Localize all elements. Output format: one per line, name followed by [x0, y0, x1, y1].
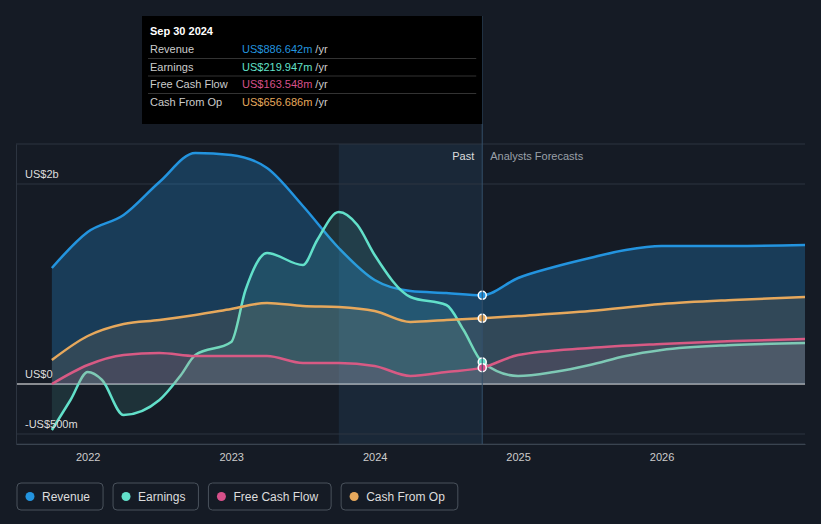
tooltip-separator [148, 58, 476, 59]
tooltip-value: US$656.686m/yr [242, 96, 328, 108]
legend-item[interactable]: Earnings [113, 483, 198, 510]
legend-box[interactable] [113, 483, 198, 510]
x-tick: 2023 [219, 444, 243, 463]
tooltip-box [142, 16, 482, 124]
legend-swatch [122, 492, 131, 501]
tooltip-value-text: US$163.548m [242, 78, 312, 90]
tooltip-value-text: US$656.686m [242, 96, 312, 108]
y-tick-label: -US$500m [25, 418, 78, 430]
legend-swatch [26, 492, 35, 501]
y-axis-line [16, 145, 17, 445]
tooltip-unit: /yr [315, 96, 328, 108]
grid-line [16, 184, 805, 185]
series-group [52, 153, 805, 430]
y-tick: US$2b [16, 168, 59, 184]
legend-label: Earnings [138, 490, 185, 504]
past-label: Past [452, 150, 474, 162]
legend-box[interactable] [17, 483, 103, 510]
y-axis: US$2b US$0 -US$500m [16, 145, 78, 445]
series-area [52, 212, 805, 430]
y-tick-label: US$0 [25, 368, 53, 380]
legend-item[interactable]: Free Cash Flow [208, 483, 331, 510]
legend-item[interactable]: Revenue [17, 483, 103, 510]
background [0, 0, 821, 524]
tooltip-separator [148, 76, 476, 77]
legend-box[interactable] [208, 483, 331, 510]
tooltip-label: Cash From Op [150, 96, 222, 108]
x-tick-label: 2025 [506, 451, 530, 463]
tooltip-label: Earnings [150, 61, 194, 73]
forecast-label: Analysts Forecasts [490, 150, 583, 162]
x-tick: 2022 [76, 444, 100, 463]
tooltip-label: Revenue [150, 43, 194, 55]
x-tick: 2024 [363, 444, 387, 463]
plot-frame [16, 444, 805, 445]
tooltip-value: US$886.642m/yr [242, 43, 328, 55]
y-tick: -US$500m [16, 418, 78, 434]
tooltip-separator [148, 93, 476, 94]
tooltip-value-text: US$886.642m [242, 43, 312, 55]
series-line [52, 297, 805, 360]
x-tick: 2025 [506, 444, 530, 463]
plot-frame [16, 144, 805, 145]
series-area [52, 153, 805, 384]
chart: PastAnalysts Forecasts202220232024202520… [0, 0, 821, 524]
tooltip-value-text: US$219.947m [242, 61, 312, 73]
x-tick-label: 2023 [219, 451, 243, 463]
series-line [52, 212, 805, 430]
tooltip-label: Free Cash Flow [150, 78, 228, 90]
tooltip-value: US$163.548m/yr [242, 78, 328, 90]
legend-label: Cash From Op [366, 490, 445, 504]
x-axis-line [17, 444, 806, 445]
x-tick-label: 2022 [76, 451, 100, 463]
legend-label: Revenue [42, 490, 90, 504]
tooltip-title: Sep 30 2024 [150, 25, 214, 37]
x-tick: 2026 [650, 444, 674, 463]
legend-swatch [350, 492, 359, 501]
x-axis: 2022 2023 2024 2025 2026 [17, 444, 806, 463]
tooltip-unit: /yr [315, 78, 328, 90]
legend-item[interactable]: Cash From Op [341, 483, 458, 510]
legend-label: Free Cash Flow [233, 490, 318, 504]
chart-container: PastAnalysts Forecasts202220232024202520… [0, 0, 821, 524]
legend: Revenue Earnings Free Cash Flow Cash From O… [17, 483, 458, 510]
series-area [52, 297, 805, 384]
y-tick-label: US$2b [25, 168, 59, 180]
x-tick-label: 2026 [650, 451, 674, 463]
tooltip: Sep 30 2024 Revenue US$886.642m/yr Earnings… [142, 16, 482, 124]
x-tick-label: 2024 [363, 451, 387, 463]
tooltip-unit: /yr [315, 61, 328, 73]
y-tick: US$0 [16, 368, 53, 384]
tooltip-unit: /yr [315, 43, 328, 55]
grid-line [16, 434, 805, 435]
legend-swatch [217, 492, 226, 501]
series-line [52, 153, 805, 295]
tooltip-value: US$219.947m/yr [242, 61, 328, 73]
legend-box[interactable] [341, 483, 458, 510]
